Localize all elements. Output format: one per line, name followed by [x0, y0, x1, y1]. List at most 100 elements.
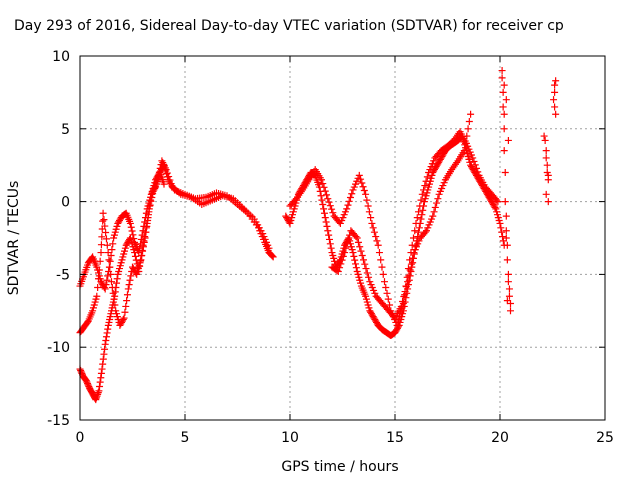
data-point	[541, 136, 549, 144]
data-point	[120, 314, 128, 322]
data-point	[349, 249, 357, 257]
data-point-interp	[131, 252, 139, 260]
data-point	[504, 278, 512, 286]
data-point	[318, 176, 325, 184]
data-point-interp	[343, 240, 351, 248]
data-point-interp	[365, 208, 373, 216]
data-point-interp	[105, 256, 113, 264]
data-point-interp	[99, 217, 107, 225]
data-point	[412, 219, 420, 227]
data-point-interp	[413, 214, 421, 222]
data-point-interp	[319, 180, 327, 188]
data-point	[494, 198, 502, 206]
data-point	[98, 365, 106, 373]
data-point-interp	[497, 224, 505, 232]
data-point-interp	[319, 201, 327, 209]
data-point	[469, 154, 477, 162]
data-point-interp	[96, 378, 104, 386]
data-point-interp	[125, 281, 133, 289]
data-point-interp	[402, 283, 410, 291]
data-point	[334, 267, 342, 275]
data-point-interp	[416, 202, 424, 210]
data-point-interp	[101, 222, 109, 230]
data-point	[540, 132, 548, 140]
data-point-interp	[102, 235, 110, 243]
data-point-interp	[345, 197, 353, 205]
data-point	[103, 241, 111, 249]
data-point-interp	[423, 173, 431, 181]
x-tick-label: 25	[596, 430, 614, 446]
data-point-interp	[364, 202, 372, 210]
data-point	[124, 285, 132, 293]
data-point	[406, 256, 414, 264]
data-point	[499, 88, 507, 96]
data-point-interp	[417, 196, 425, 204]
data-point-interp	[138, 231, 146, 239]
data-point-interp	[128, 227, 136, 235]
data-point	[501, 168, 509, 176]
data-point-interp	[433, 199, 441, 207]
data-point-interp	[84, 318, 92, 326]
data-point	[552, 77, 560, 85]
data-point-interp	[420, 186, 428, 194]
data-point-interp	[121, 308, 129, 316]
data-point	[139, 227, 147, 235]
data-point-interp	[325, 235, 333, 243]
data-point-interp	[337, 260, 345, 268]
data-point-interp	[383, 289, 391, 297]
data-point	[544, 176, 552, 184]
data-point-interp	[350, 252, 358, 260]
data-point-interp	[491, 203, 499, 211]
data-point-interp	[419, 206, 427, 214]
y-tick-label: -15	[47, 413, 70, 429]
data-point-interp	[369, 224, 377, 232]
data-point-interp	[175, 189, 183, 197]
plot-frame	[79, 55, 606, 421]
data-point-interp	[336, 264, 344, 272]
data-point-interp	[142, 214, 150, 222]
data-point	[503, 241, 511, 249]
data-point-interp	[126, 276, 134, 284]
data-point	[500, 81, 508, 89]
data-point-interp	[408, 241, 416, 249]
data-point-interp	[417, 215, 425, 223]
data-point-interp	[104, 272, 112, 280]
chart-title: Day 293 of 2016, Sidereal Day-to-day VTE…	[14, 18, 564, 34]
data-point-interp	[463, 132, 471, 140]
data-point-interp	[406, 266, 414, 274]
data-point-interp	[107, 251, 115, 259]
data-point	[360, 256, 367, 264]
data-point	[542, 147, 550, 155]
y-tick-label: -10	[47, 340, 70, 356]
data-point-interp	[109, 240, 117, 248]
x-tick-label: 10	[281, 430, 299, 446]
data-point-interp	[415, 224, 423, 232]
data-point	[381, 278, 388, 286]
data-point-interp	[137, 235, 145, 243]
data-point-interp	[365, 273, 373, 281]
data-point-interp	[123, 297, 131, 305]
data-point	[503, 297, 511, 305]
data-point-interp	[465, 118, 473, 126]
data-point-interp	[98, 233, 106, 241]
data-point	[500, 125, 508, 133]
data-point-interp	[113, 275, 121, 283]
data-point-interp	[322, 218, 330, 226]
data-point	[544, 198, 552, 206]
data-point-interp	[285, 218, 293, 226]
data-point-interp	[356, 243, 364, 251]
data-point	[502, 212, 510, 220]
data-point	[503, 256, 511, 264]
data-point	[505, 292, 513, 300]
data-point	[551, 103, 559, 111]
data-point-interp	[97, 374, 105, 382]
y-tick-label: 0	[61, 195, 70, 211]
data-point	[499, 103, 507, 111]
data-point	[105, 263, 113, 271]
data-point	[374, 241, 382, 249]
data-point-interp	[462, 139, 470, 147]
data-point-interp	[354, 238, 362, 246]
data-point-interp	[430, 208, 438, 216]
data-point-interp	[342, 244, 350, 252]
